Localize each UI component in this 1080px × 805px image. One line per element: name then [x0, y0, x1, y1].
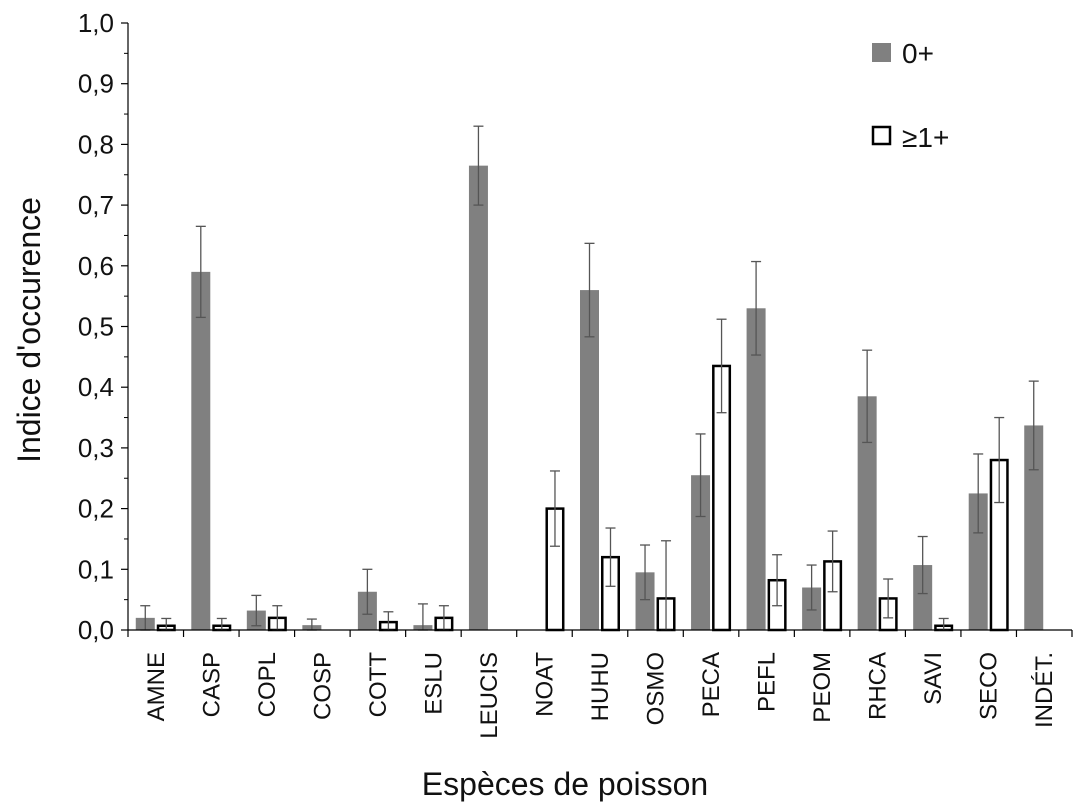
y-tick-label: 0,1: [78, 554, 114, 584]
bar-0plus: [913, 565, 933, 630]
bars: [135, 165, 1044, 632]
bar-0plus: [191, 271, 211, 630]
y-tick-label: 0,0: [78, 615, 114, 645]
y-tick-label: 0,3: [78, 433, 114, 463]
category-label: INDÉT.: [1031, 652, 1058, 728]
category-label: PECA: [698, 652, 725, 717]
y-tick-label: 0,8: [78, 129, 114, 159]
y-tick-label: 0,5: [78, 312, 114, 342]
bar-0plus: [1024, 425, 1044, 630]
category-label: LEUCIS: [476, 652, 503, 739]
category-label: CASP: [198, 652, 225, 717]
category-label: SAVI: [920, 652, 947, 705]
category-label: RHCA: [865, 652, 892, 720]
y-tick-label: 1,0: [78, 8, 114, 38]
bar-0plus: [746, 308, 766, 630]
bar-0plus: [968, 493, 988, 630]
legend: 0+ ≥1+: [871, 38, 949, 153]
y-tick-label: 0,9: [78, 69, 114, 99]
x-axis-title: Espèces de poisson: [422, 766, 708, 802]
y-tick-label: 0,4: [78, 372, 114, 402]
error-bars: [140, 125, 1039, 631]
y-tick-label: 0,2: [78, 494, 114, 524]
bar-0plus: [857, 396, 877, 630]
bar-0plus: [468, 165, 488, 630]
category-label: COPL: [254, 652, 281, 717]
legend-swatch-1plus: [871, 125, 892, 146]
category-label: PEFL: [754, 652, 781, 712]
category-label: ESLU: [420, 652, 447, 715]
legend-label-0plus: 0+: [902, 38, 934, 69]
category-label: HUHU: [587, 652, 614, 721]
category-label: NOAT: [531, 652, 558, 717]
category-label: SECO: [976, 652, 1003, 720]
category-label: COSP: [309, 652, 336, 720]
bar-0plus: [691, 475, 711, 630]
category-label: COTT: [365, 652, 392, 718]
bar-0plus: [580, 290, 599, 630]
legend-swatch-0plus: [872, 43, 891, 62]
y-axis-title: Indice d'occurence: [11, 197, 47, 463]
category-label: PEOM: [809, 652, 836, 723]
y-tick-label: 0,7: [78, 190, 114, 220]
y-tick-label: 0,6: [78, 251, 114, 281]
category-label: OSMO: [643, 652, 670, 725]
legend-label-1plus: ≥1+: [902, 122, 949, 153]
category-label: AMNE: [143, 652, 170, 721]
bar-0plus: [635, 572, 655, 630]
y-axis: 0,0 0,1 0,2 0,3 0,4 0,5 0,6 0,7 0,8 0,9 1,0: [78, 8, 129, 645]
x-axis: AMNE CASP COPL COSP COTT ESLU LEUCIS NOAT HUHU OS…: [127, 629, 1073, 739]
